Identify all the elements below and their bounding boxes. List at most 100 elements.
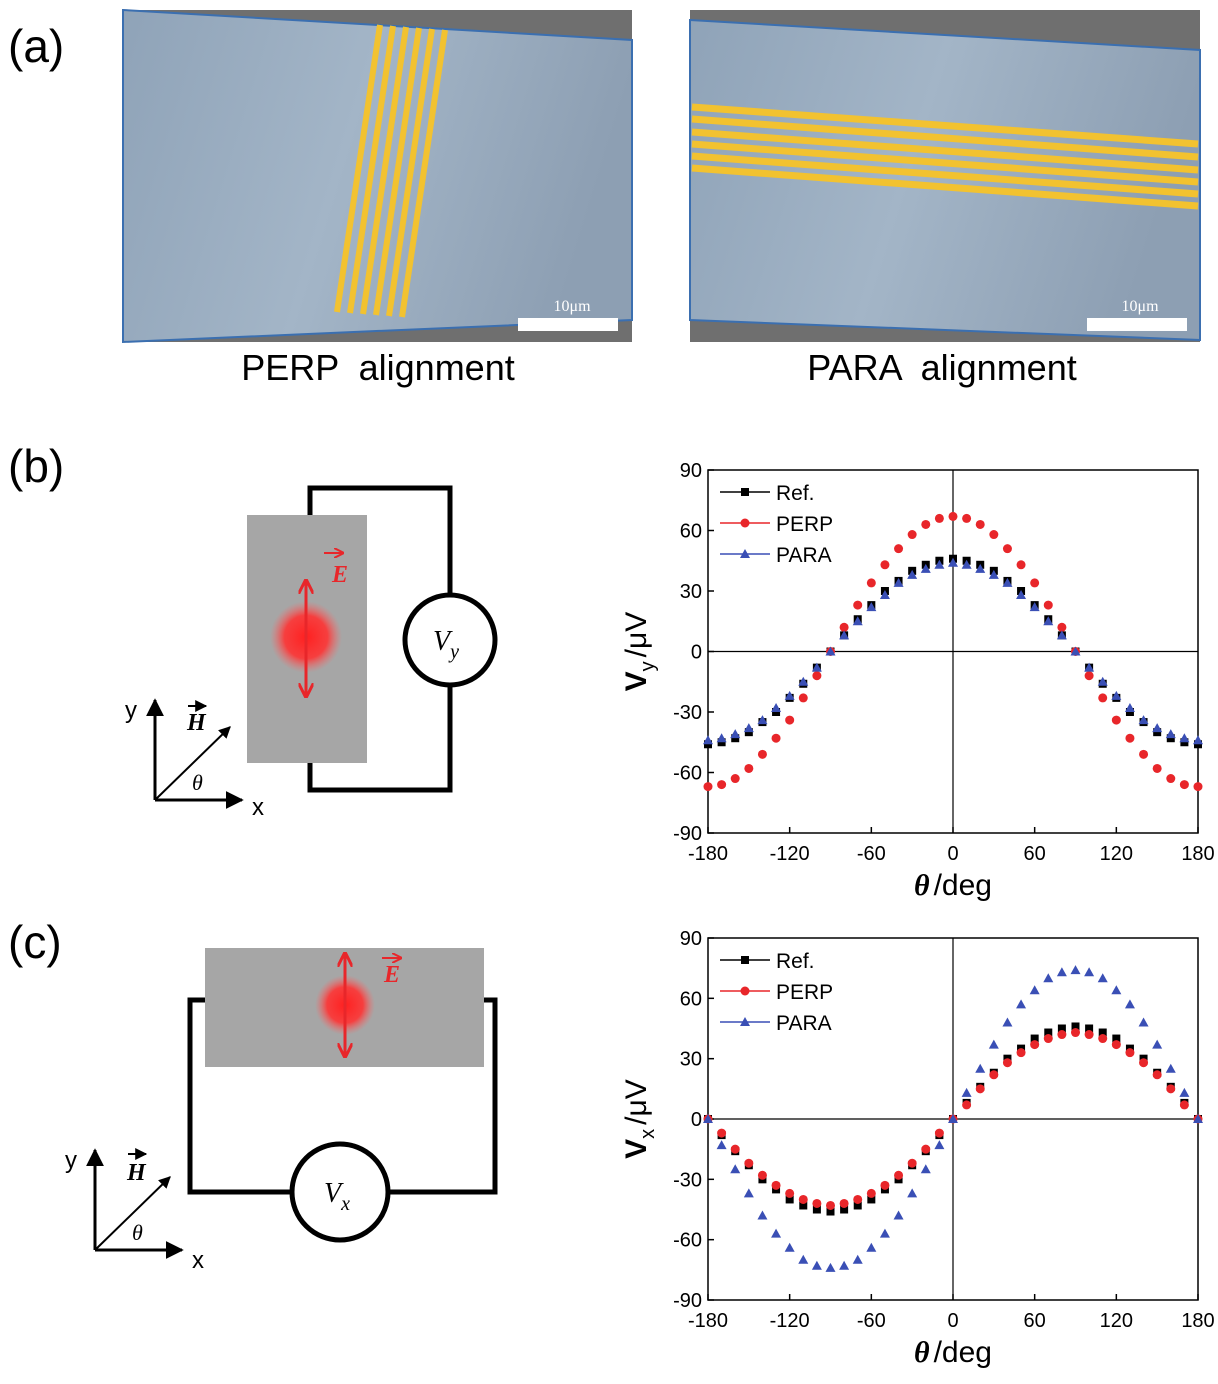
data-point: [1044, 601, 1053, 610]
data-point: [1044, 1034, 1053, 1043]
x-axis-label: θ/deg: [914, 869, 992, 902]
data-point: [1057, 1030, 1066, 1039]
y-axis-unit: /μV: [620, 612, 653, 658]
data-point: [744, 1188, 754, 1197]
data-point: [1003, 544, 1012, 553]
y-tick-label: -60: [673, 763, 702, 785]
data-point: [826, 1263, 836, 1272]
data-point: [1152, 723, 1162, 732]
x-tick-label: -60: [857, 1310, 886, 1332]
data-point: [1098, 693, 1107, 702]
vector-label: H: [186, 710, 207, 736]
data-point: [867, 578, 876, 587]
y-tick-label: 60: [680, 988, 702, 1010]
data-point: [1057, 967, 1067, 976]
data-point: [1112, 1040, 1121, 1049]
x-axis-unit: /deg: [934, 869, 992, 902]
x-tick-label: 0: [947, 843, 958, 865]
data-point: [894, 1171, 903, 1180]
legend-marker: [741, 987, 750, 996]
x-tick-label: -120: [770, 1310, 810, 1332]
data-point: [1152, 1040, 1162, 1049]
data-point: [840, 1199, 849, 1208]
data-point: [866, 1243, 876, 1252]
data-point: [921, 1164, 931, 1173]
x-tick-label: 180: [1181, 1310, 1214, 1332]
legend-marker: [741, 956, 749, 964]
data-point: [853, 1255, 863, 1264]
x-tick-label: 120: [1100, 843, 1133, 865]
data-point: [785, 1243, 795, 1252]
data-point: [730, 729, 740, 738]
data-point: [771, 703, 781, 712]
data-point: [731, 774, 740, 783]
data-point: [799, 1195, 808, 1204]
y-tick-label: 0: [691, 642, 702, 664]
x-tick-label: -60: [857, 843, 886, 865]
data-point: [1166, 774, 1175, 783]
data-point: [934, 1140, 944, 1149]
x-tick-label: -180: [688, 1310, 728, 1332]
legend-label: PERP: [776, 513, 833, 536]
figure: (a) (b) (c) 10μm PERP alignment 10μm PAR…: [0, 0, 1218, 1379]
data-point: [1043, 973, 1053, 982]
circuit-diagram: E Vx y x H θ: [65, 948, 495, 1274]
charts: -90-60-300306090-180-120-60060120180θ/de…: [620, 460, 1215, 1369]
meter-subscript: y: [448, 641, 459, 663]
x-tick-label: 60: [1024, 1310, 1046, 1332]
data-point: [1166, 1084, 1175, 1093]
scale-bar-label: 10μm: [553, 298, 591, 315]
y-axis-symbol: V: [620, 671, 653, 691]
y-axis-label: Vy/μV: [620, 612, 659, 692]
data-point: [1180, 1100, 1189, 1109]
data-point: [880, 1229, 890, 1238]
data-point: [785, 1189, 794, 1198]
y-tick-label: -90: [673, 1290, 702, 1312]
data-point: [730, 1164, 740, 1173]
y-axis-label: Vx/μV: [620, 1079, 659, 1159]
data-point: [703, 735, 713, 744]
data-point: [1125, 703, 1135, 712]
data-point: [758, 1171, 767, 1180]
data-point: [758, 750, 767, 759]
legend-label: PARA: [776, 1012, 832, 1035]
axis-label: x: [252, 794, 264, 821]
data-point: [771, 1229, 781, 1238]
legend-marker: [741, 488, 749, 496]
data-point: [1194, 782, 1203, 791]
y-axis-symbol: V: [620, 1139, 653, 1159]
data-point: [1071, 1028, 1080, 1037]
data-point: [717, 733, 727, 742]
data-point: [894, 1211, 904, 1220]
data-point: [989, 530, 998, 539]
data-point: [1153, 1070, 1162, 1079]
legend-label: Ref.: [776, 482, 815, 505]
data-point: [772, 734, 781, 743]
data-point: [921, 1145, 930, 1154]
data-point: [1071, 965, 1081, 974]
data-point: [1084, 967, 1094, 976]
field-label: E: [383, 962, 400, 988]
data-point: [717, 780, 726, 789]
data-point: [908, 1159, 917, 1168]
y-tick-label: 30: [680, 581, 702, 603]
data-point: [1179, 733, 1189, 742]
y-tick-label: 0: [691, 1109, 702, 1131]
y-tick-label: 90: [680, 928, 702, 950]
data-point: [976, 1084, 985, 1093]
data-point: [1030, 578, 1039, 587]
data-point: [812, 1261, 822, 1270]
data-point: [704, 782, 713, 791]
image-caption: PERP alignment: [241, 347, 514, 388]
data-point: [1017, 1048, 1026, 1057]
data-point: [975, 1064, 985, 1073]
legend-marker: [741, 519, 750, 528]
data-point: [949, 512, 958, 521]
data-point: [839, 1261, 849, 1270]
data-point: [812, 1199, 821, 1208]
y-axis-subscript: y: [637, 661, 659, 671]
data-point: [867, 1189, 876, 1198]
y-tick-label: 90: [680, 460, 702, 482]
data-point: [1166, 729, 1176, 738]
